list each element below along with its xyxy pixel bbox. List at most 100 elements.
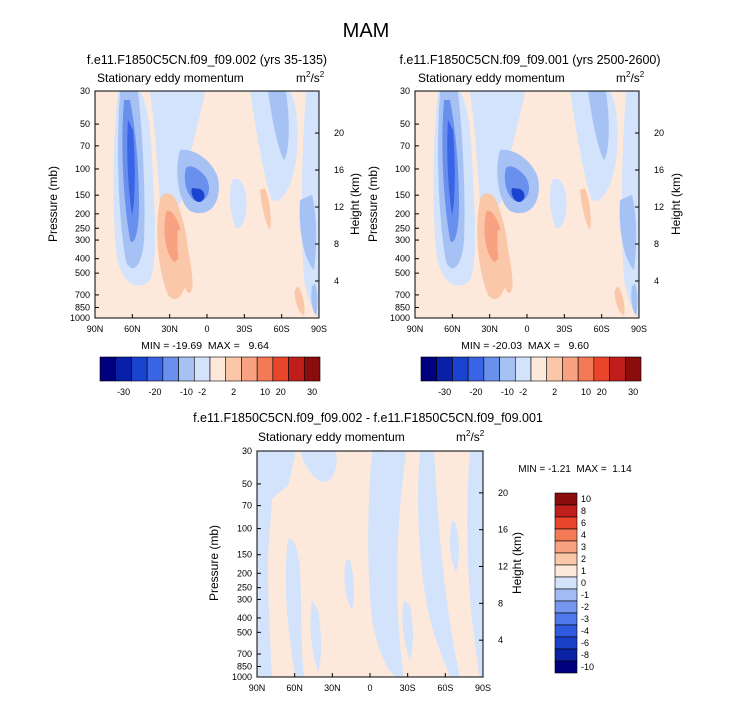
colorbar-3-label: -1	[581, 590, 589, 600]
colorbar-3-swatch	[554, 648, 578, 662]
colorbar-3-swatch	[554, 576, 578, 590]
panel-1-y2-tick-label: 20	[334, 128, 344, 138]
panel-3-y-tick-label: 50	[242, 479, 252, 489]
panel-2-y2-tick-label: 4	[654, 276, 659, 286]
panel-3-y2-tick-label: 4	[498, 635, 503, 645]
panel-2-y-tick-label: 50	[400, 119, 410, 129]
colorbar-3-label: -2	[581, 602, 589, 612]
colorbar-1-swatch	[225, 356, 242, 382]
panel-3-x-tick-label: 90S	[475, 683, 491, 693]
panel-3-y-tick-label: 250	[237, 583, 252, 593]
colorbar-2-swatch	[546, 356, 563, 382]
colorbar-1-swatch	[272, 356, 289, 382]
colorbar-1-label: 30	[307, 387, 317, 397]
colorbar-3-swatch	[554, 624, 578, 638]
panel-2-x-tick-label: 30S	[556, 324, 572, 334]
panel-2-y-tick-label: 400	[395, 254, 410, 264]
panel-2-y-tick-label: 1000	[390, 313, 410, 323]
panel-3-x-tick-label: 90N	[249, 683, 266, 693]
panel-2-y-tick-label: 150	[395, 190, 410, 200]
panel-1-y2-tick-label: 4	[334, 276, 339, 286]
panel-3-y-tick-label: 70	[242, 501, 252, 511]
colorbar-3-label: 0	[581, 578, 586, 588]
colorbar-1-label: -30	[117, 387, 130, 397]
colorbar-1-swatch	[256, 356, 274, 382]
panel-3-y2-tick-label: 20	[498, 488, 508, 498]
colorbar-1-swatch	[115, 356, 132, 382]
colorbar-2-label: 2	[552, 387, 557, 397]
panel-1-y-tick-label: 150	[75, 190, 90, 200]
colorbar-2-label: -2	[519, 387, 527, 397]
colorbar-2-label: -30	[438, 387, 451, 397]
colorbar-3-swatch	[554, 504, 578, 518]
panel-2-y2-tick-label: 8	[654, 239, 659, 249]
colorbar-3-label: 8	[581, 506, 586, 516]
panel-1-y2-tick-label: 16	[334, 165, 344, 175]
panel-3-x-tick-label: 30S	[400, 683, 416, 693]
panel-3-plot	[256, 450, 484, 678]
panel-2: f.e11.F1850C5CN.f09_f09.001 (yrs 2500-26…	[366, 53, 683, 352]
panel-1-y2-label: Height (km)	[348, 173, 362, 235]
panel-1-y-tick-label: 30	[80, 86, 90, 96]
colorbar-3-label: -8	[581, 650, 589, 660]
panel-3-y-tick-label: 400	[237, 613, 252, 623]
colorbar-3-label: 4	[581, 530, 586, 540]
colorbar-2-swatch	[420, 356, 438, 382]
panel-2-plot	[414, 90, 640, 319]
colorbar-1-swatch	[131, 356, 148, 382]
panel-1-y2-tick-label: 12	[334, 202, 344, 212]
colorbar-1-label: -20	[148, 387, 161, 397]
panel-2-x-tick-label: 0	[524, 324, 529, 334]
colorbar-1-swatch	[162, 356, 179, 382]
colorbar-2-label: -10	[501, 387, 514, 397]
panel-2-y2-tick-label: 12	[654, 202, 664, 212]
colorbar-3-swatch	[554, 552, 578, 566]
panel-1-y-tick-label: 850	[75, 302, 90, 312]
panel-3-x-tick-label: 60N	[286, 683, 303, 693]
panel-2-y2-tick-label: 20	[654, 128, 664, 138]
panel-3-y-label: Pressure (mb)	[207, 525, 221, 601]
colorbar-3-swatch	[554, 540, 578, 554]
colorbar-3-label: 1	[581, 566, 586, 576]
colorbar-2-label: 30	[628, 387, 638, 397]
colorbar-2-swatch	[609, 356, 626, 382]
colorbar-3-swatch	[554, 636, 578, 650]
panel-3-units: m2/s2	[456, 429, 485, 444]
colorbar-3-swatch	[554, 588, 578, 602]
colorbar-1-label: -10	[180, 387, 193, 397]
panel-1-y2-tick-label: 8	[334, 239, 339, 249]
colorbar-2-swatch	[483, 356, 500, 382]
panel-3-y2-tick-label: 8	[498, 598, 503, 608]
panel-3-x-tick-label: 30N	[324, 683, 341, 693]
panel-3-y-tick-label: 30	[242, 446, 252, 456]
colorbar-1-swatch	[193, 356, 211, 382]
colorbar-1-swatch	[241, 356, 258, 382]
colorbar-1-swatch	[303, 356, 321, 382]
panel-3-y2-label: Height (km)	[510, 532, 524, 594]
colorbar-1-label: 2	[231, 387, 236, 397]
panel-1-title: f.e11.F1850C5CN.f09_f09.002 (yrs 35-135)	[87, 53, 327, 67]
colorbar-1-label: 10	[260, 387, 270, 397]
colorbar-2-label: -20	[469, 387, 482, 397]
colorbar-3-label: 2	[581, 554, 586, 564]
colorbar-3-swatch	[554, 492, 578, 506]
chart-ticks-and-colorbars: 90N 60N 30N 0 30S 60S 90S305070100150200250300…	[70, 86, 664, 693]
colorbar-2-swatch	[452, 356, 469, 382]
panel-1-x-tick-label: 90N	[87, 324, 104, 334]
panel-3-title: f.e11.F1850C5CN.f09_f09.002 - f.e11.F185…	[193, 411, 543, 425]
colorbar-2-swatch	[624, 356, 642, 382]
colorbar-2-swatch	[593, 356, 610, 382]
page-title: MAM	[343, 20, 390, 42]
panel-1-subtitle: Stationary eddy momentum	[97, 71, 244, 85]
panel-2-x-tick-label: 60S	[594, 324, 610, 334]
panel-3-y-tick-label: 500	[237, 627, 252, 637]
panel-3-y2-tick-label: 16	[498, 525, 508, 535]
panel-1-y-tick-label: 200	[75, 209, 90, 219]
panel-2-y-tick-label: 100	[395, 164, 410, 174]
panel-2-y-tick-label: 500	[395, 268, 410, 278]
panel-1-y-label: Pressure (mb)	[46, 166, 60, 242]
panel-1-y-tick-label: 700	[75, 290, 90, 300]
colorbar-3-label: -3	[581, 614, 589, 624]
colorbar-3-label: -4	[581, 626, 589, 636]
